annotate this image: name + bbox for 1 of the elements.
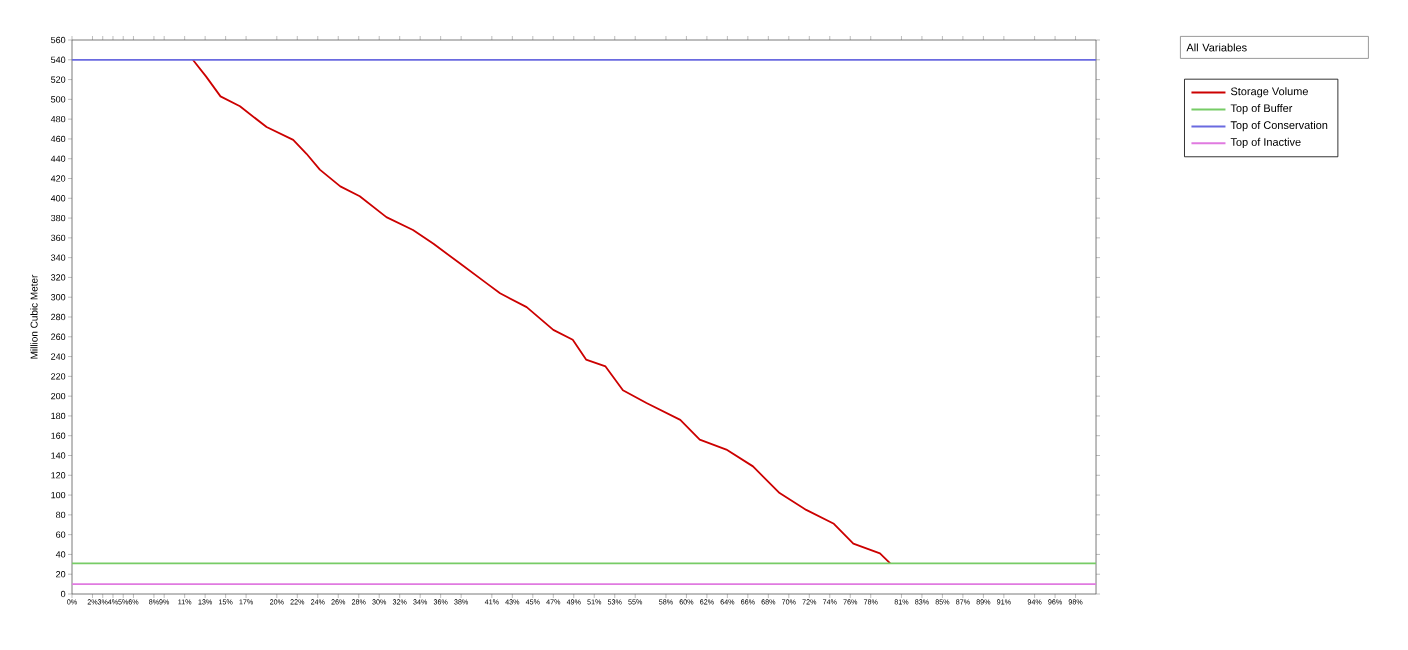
line-series (191, 58, 892, 565)
